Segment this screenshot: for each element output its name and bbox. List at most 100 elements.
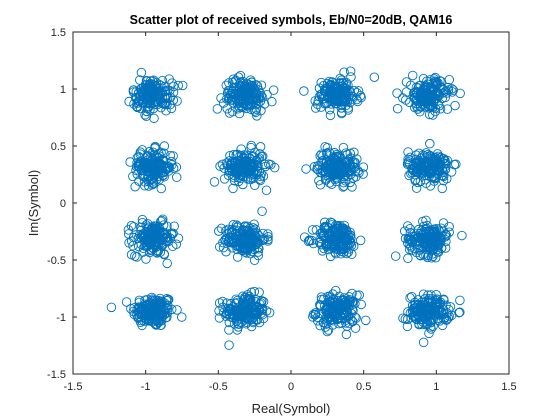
data-point <box>349 147 359 158</box>
data-point <box>153 87 164 97</box>
data-point <box>315 150 325 161</box>
data-point <box>221 94 232 104</box>
data-point <box>320 223 331 234</box>
data-point <box>415 176 426 187</box>
data-point <box>164 74 174 84</box>
data-point <box>172 305 182 315</box>
data-point <box>330 94 340 104</box>
data-point <box>439 309 449 319</box>
data-point <box>136 67 147 78</box>
data-point <box>233 72 244 82</box>
data-point <box>430 72 440 83</box>
data-point <box>156 183 167 194</box>
data-point <box>343 296 353 307</box>
data-point <box>158 214 168 224</box>
data-point <box>437 183 448 194</box>
data-point <box>245 156 256 167</box>
data-point <box>141 254 151 264</box>
data-point <box>106 302 117 313</box>
data-point <box>251 107 261 118</box>
data-point <box>425 166 435 176</box>
data-point <box>254 287 264 298</box>
data-point <box>154 300 165 311</box>
data-point <box>171 172 182 182</box>
data-point <box>132 102 143 113</box>
data-point <box>317 246 328 256</box>
data-point <box>337 223 347 233</box>
data-point <box>137 214 148 225</box>
data-point <box>333 239 344 250</box>
data-point <box>148 225 158 236</box>
data-point <box>134 176 144 186</box>
data-point <box>153 295 163 306</box>
data-point <box>216 223 227 234</box>
data-point <box>240 313 250 323</box>
data-point <box>418 160 428 171</box>
data-point <box>348 157 358 167</box>
data-point <box>444 74 455 85</box>
data-point <box>407 163 417 174</box>
data-point <box>407 70 418 81</box>
data-point <box>341 329 352 340</box>
data-point <box>235 173 246 183</box>
data-point <box>355 235 366 246</box>
data-point <box>421 178 431 188</box>
data-point <box>316 77 326 88</box>
data-point <box>231 150 241 160</box>
data-point <box>159 141 170 151</box>
data-point <box>152 245 162 256</box>
data-point <box>263 236 273 246</box>
data-point <box>238 298 249 309</box>
data-point <box>162 307 173 318</box>
data-point <box>409 88 419 98</box>
data-point <box>148 157 158 168</box>
data-point <box>243 232 254 243</box>
data-point <box>341 81 352 91</box>
data-point <box>256 80 267 90</box>
data-point <box>252 111 262 121</box>
data-point <box>352 96 363 107</box>
data-point <box>299 86 309 96</box>
data-point <box>262 90 272 100</box>
data-point <box>143 238 154 248</box>
data-point <box>261 185 272 196</box>
data-point <box>263 229 273 239</box>
data-point <box>163 163 174 174</box>
data-point <box>137 320 147 331</box>
data-point <box>156 102 166 113</box>
data-point <box>250 106 260 116</box>
data-point <box>398 93 408 103</box>
data-point <box>220 235 230 246</box>
data-point <box>173 80 183 91</box>
data-point <box>232 252 243 262</box>
data-point <box>455 295 465 306</box>
data-point <box>329 81 339 92</box>
y-axis-label: Im(Symbol) <box>26 170 41 236</box>
data-point <box>123 225 134 235</box>
data-point <box>309 162 320 172</box>
data-point <box>214 242 225 252</box>
data-point <box>246 164 256 174</box>
data-point <box>261 306 272 316</box>
data-point <box>143 86 154 96</box>
data-point <box>236 77 246 87</box>
data-point <box>142 310 152 321</box>
data-point <box>424 109 435 120</box>
data-point <box>228 183 238 194</box>
data-point <box>249 255 260 266</box>
data-point <box>442 155 453 166</box>
data-point <box>240 292 250 303</box>
data-point <box>128 171 138 182</box>
data-point <box>440 92 451 103</box>
data-point <box>149 224 160 234</box>
data-point <box>129 99 139 109</box>
data-point <box>438 294 449 305</box>
data-point <box>403 253 413 264</box>
data-point <box>316 239 327 250</box>
data-point <box>444 227 454 237</box>
data-point <box>252 301 262 311</box>
data-point <box>328 289 338 299</box>
data-point <box>138 159 149 170</box>
x-axis-label: Real(Symbol) <box>252 401 331 416</box>
data-point <box>251 239 261 249</box>
